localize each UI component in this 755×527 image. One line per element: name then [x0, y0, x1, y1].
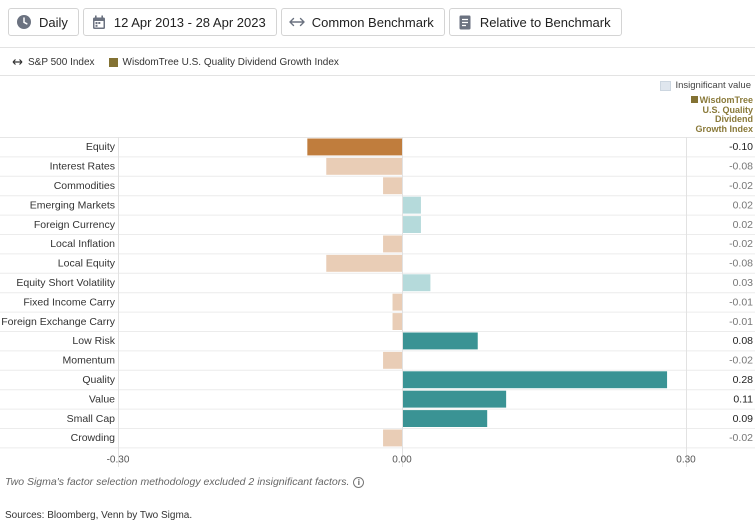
category-label: Commodities: [54, 180, 115, 192]
fund-swatch-small: [690, 96, 698, 103]
value-label: -0.01: [729, 296, 753, 308]
category-label: Local Equity: [58, 258, 116, 270]
bar[interactable]: [307, 138, 402, 156]
divider: [0, 75, 755, 76]
category-label: Foreign Exchange Carry: [1, 316, 116, 328]
bar[interactable]: [383, 177, 402, 195]
legend-fund-label: WisdomTree U.S. Quality Dividend Growth …: [122, 56, 339, 68]
insignificant-swatch: [660, 80, 672, 91]
x-tick-label: 0.00: [392, 454, 412, 465]
value-label: -0.08: [729, 258, 753, 270]
footnote-text: Two Sigma's factor selection methodology…: [5, 476, 350, 488]
value-label: 0.02: [733, 199, 754, 211]
bar[interactable]: [326, 157, 402, 175]
divider: [0, 47, 755, 48]
toolbar: Daily 12 Apr 2013 - 28 Apr 2023 Common B…: [8, 8, 622, 36]
date-range-label: 12 Apr 2013 - 28 Apr 2023: [113, 14, 266, 30]
bar[interactable]: [402, 390, 507, 408]
category-label: Equity: [86, 141, 116, 153]
bar[interactable]: [383, 429, 402, 447]
category-label: Crowding: [71, 432, 116, 444]
calendar-icon: [91, 14, 107, 30]
legend-benchmark-label: S&P 500 Index: [28, 56, 95, 68]
benchmark-button[interactable]: Common Benchmark: [280, 8, 445, 36]
bar[interactable]: [402, 216, 421, 233]
date-range-button[interactable]: 12 Apr 2013 - 28 Apr 2023: [82, 8, 277, 36]
legend-fund[interactable]: WisdomTree U.S. Quality Dividend Growth …: [108, 56, 339, 68]
benchmark-label: Common Benchmark: [311, 14, 434, 30]
info-icon[interactable]: i: [353, 476, 365, 488]
fund-swatch: [108, 57, 118, 67]
relative-benchmark-label: Relative to Benchmark: [479, 14, 611, 30]
clock-icon: [16, 14, 32, 30]
sources: Sources: Bloomberg, Venn by Two Sigma.: [5, 510, 193, 521]
value-label: 0.02: [733, 219, 754, 231]
bar[interactable]: [383, 351, 402, 369]
value-label: 0.11: [733, 393, 753, 405]
category-label: Interest Rates: [50, 161, 115, 173]
insignificant-label: Insignificant value: [675, 80, 751, 91]
value-label: -0.01: [729, 316, 753, 328]
frequency-label: Daily: [39, 14, 68, 30]
value-label: -0.02: [729, 432, 753, 444]
value-label: 0.09: [733, 413, 754, 425]
category-label: Foreign Currency: [34, 219, 116, 231]
bar[interactable]: [392, 293, 402, 311]
frequency-button[interactable]: Daily: [8, 8, 79, 36]
bar[interactable]: [402, 410, 488, 427]
bar[interactable]: [402, 332, 478, 350]
bar[interactable]: [326, 254, 402, 272]
document-icon: [457, 14, 473, 30]
bar[interactable]: [392, 313, 402, 330]
footnote: Two Sigma's factor selection methodology…: [5, 476, 365, 488]
category-label: Small Cap: [67, 413, 116, 425]
value-label: -0.02: [729, 238, 753, 250]
category-label: Momentum: [62, 355, 115, 367]
category-label: Low Risk: [72, 335, 115, 347]
value-label: -0.02: [729, 355, 753, 367]
category-label: Equity Short Volatility: [16, 277, 115, 289]
value-label: 0.08: [733, 335, 754, 347]
bar[interactable]: [383, 235, 402, 253]
bar[interactable]: [402, 196, 421, 214]
value-label: -0.08: [729, 161, 753, 173]
factor-bar-chart: Equity -0.10 Interest Rates -0.08 Commoditie…: [0, 137, 755, 467]
chart-legend: S&P 500 Index WisdomTree U.S. Quality Di…: [12, 54, 339, 70]
legend-benchmark[interactable]: S&P 500 Index: [12, 57, 95, 68]
double-arrow-icon: [12, 59, 23, 65]
value-column-header-text: WisdomTree U.S. Quality Dividend Growth …: [695, 95, 753, 134]
value-label: 0.28: [733, 374, 754, 386]
value-label: 0.03: [733, 277, 754, 289]
bar[interactable]: [402, 274, 431, 292]
category-label: Value: [89, 393, 115, 405]
value-label: -0.02: [729, 180, 753, 192]
swap-arrows-icon: [289, 14, 305, 30]
x-tick-label: 0.30: [676, 454, 696, 465]
relative-benchmark-button[interactable]: Relative to Benchmark: [448, 8, 622, 36]
value-column-header: WisdomTree U.S. Quality Dividend Growth …: [689, 95, 753, 134]
category-label: Fixed Income Carry: [23, 296, 115, 308]
x-tick-label: -0.30: [107, 454, 130, 465]
category-label: Local Inflation: [50, 238, 115, 250]
value-label: -0.10: [729, 141, 753, 153]
category-label: Emerging Markets: [30, 199, 115, 211]
category-label: Quality: [82, 374, 115, 386]
insignificant-legend: Insignificant value: [660, 80, 751, 91]
bar[interactable]: [402, 371, 668, 389]
